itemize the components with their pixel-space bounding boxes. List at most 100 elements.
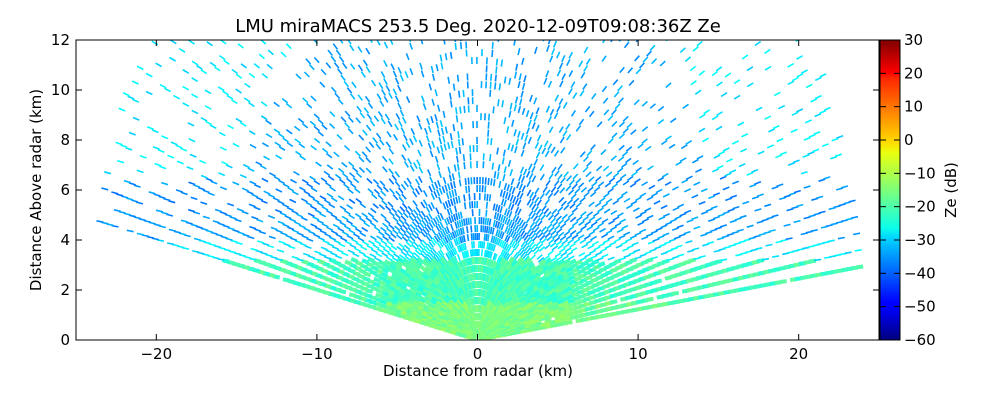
echo-gate xyxy=(391,256,399,262)
echo-gate xyxy=(434,263,442,272)
echo-gate xyxy=(435,216,440,224)
echo-gate xyxy=(175,189,183,193)
echo-gate xyxy=(713,154,721,159)
echo-gate xyxy=(418,244,425,251)
echo-gate xyxy=(402,257,411,266)
echo-gate xyxy=(400,127,406,134)
echo-gate xyxy=(444,201,449,209)
echo-gate xyxy=(303,227,311,232)
echo-gate xyxy=(404,70,409,79)
echo-gate xyxy=(561,73,567,81)
echo-gate xyxy=(401,116,407,124)
echo-gate xyxy=(453,205,458,213)
echo-gate xyxy=(551,166,557,174)
echo-gate xyxy=(291,255,299,260)
echo-gate xyxy=(234,218,242,223)
echo-gate xyxy=(442,202,447,210)
echo-gate xyxy=(111,191,119,195)
echo-gate xyxy=(518,174,523,182)
echo-gate xyxy=(502,149,506,157)
echo-gate xyxy=(641,218,649,223)
echo-gate xyxy=(424,226,430,233)
echo-gate xyxy=(649,248,657,253)
echo-gate xyxy=(449,133,453,141)
echo-gate xyxy=(467,185,471,193)
echo-gate xyxy=(170,141,178,146)
echo-gate xyxy=(635,68,642,75)
echo-gate xyxy=(618,144,625,151)
echo-gate xyxy=(132,116,140,121)
echo-gate xyxy=(616,195,624,201)
echo-gate xyxy=(444,184,448,192)
echo-gate xyxy=(616,228,624,234)
echo-gate xyxy=(442,135,446,143)
echo-gate xyxy=(439,212,445,220)
echo-gate xyxy=(646,50,652,57)
echo-gate xyxy=(323,255,332,260)
echo-gate xyxy=(457,195,461,203)
echo-gate xyxy=(512,196,517,204)
echo-gate xyxy=(497,205,501,213)
echo-gate xyxy=(365,167,372,174)
echo-gate xyxy=(655,227,663,232)
echo-gate xyxy=(439,230,445,238)
echo-gate xyxy=(390,274,399,281)
echo-gate xyxy=(467,177,470,185)
echo-gate xyxy=(320,246,328,251)
echo-gate xyxy=(400,215,407,222)
echo-gate xyxy=(394,77,400,85)
echo-gate xyxy=(461,235,465,243)
echo-gate xyxy=(694,89,702,95)
echo-gate xyxy=(520,221,526,229)
echo-gate xyxy=(486,217,490,226)
echo-gate xyxy=(341,215,349,221)
echo-gate xyxy=(830,155,838,160)
echo-gate xyxy=(436,242,442,250)
echo-gate xyxy=(516,199,522,207)
echo-gate xyxy=(426,243,433,250)
echo-gate xyxy=(298,224,306,229)
echo-gate xyxy=(375,252,383,258)
echo-gate xyxy=(515,138,520,146)
echo-gate xyxy=(552,233,559,240)
x-tick-label: 0 xyxy=(473,345,483,363)
echo-gate xyxy=(538,258,547,267)
echo-gate xyxy=(306,237,314,242)
echo-gate xyxy=(351,238,359,244)
colorbar-label: Ze (dB) xyxy=(942,162,960,218)
echo-gate xyxy=(818,178,826,182)
echo-gate xyxy=(365,66,371,74)
echo-gate xyxy=(437,104,441,112)
echo-gate xyxy=(618,256,626,261)
echo-gate xyxy=(530,232,537,240)
echo-gate xyxy=(552,221,559,228)
echo-gate xyxy=(463,251,467,259)
echo-gate xyxy=(302,97,309,104)
echo-gate xyxy=(461,138,464,146)
echo-gate xyxy=(230,99,238,105)
echo-gate xyxy=(236,208,244,212)
echo-gate xyxy=(537,256,545,263)
colorbar-tick-label: 0 xyxy=(904,131,914,149)
echo-gate xyxy=(504,252,510,260)
echo-gate xyxy=(795,40,800,42)
echo-gate xyxy=(521,185,526,193)
echo-gate xyxy=(558,126,564,134)
echo-gate xyxy=(662,193,670,198)
echo-gate xyxy=(520,274,528,282)
echo-gate xyxy=(675,244,683,249)
echo-gate xyxy=(669,117,677,124)
echo-gate xyxy=(359,202,367,209)
echo-gate xyxy=(326,164,334,170)
echo-gate xyxy=(330,197,338,203)
echo-gate xyxy=(674,215,682,220)
echo-gate xyxy=(731,140,739,145)
echo-gate xyxy=(253,62,261,69)
echo-gate xyxy=(427,232,433,240)
y-axis-label: Distance Above radar (km) xyxy=(27,89,45,291)
echo-gate xyxy=(823,176,831,180)
echo-gate xyxy=(549,241,557,248)
echo-gate xyxy=(313,113,320,120)
echo-gate xyxy=(596,256,604,262)
echo-gate xyxy=(623,41,630,49)
